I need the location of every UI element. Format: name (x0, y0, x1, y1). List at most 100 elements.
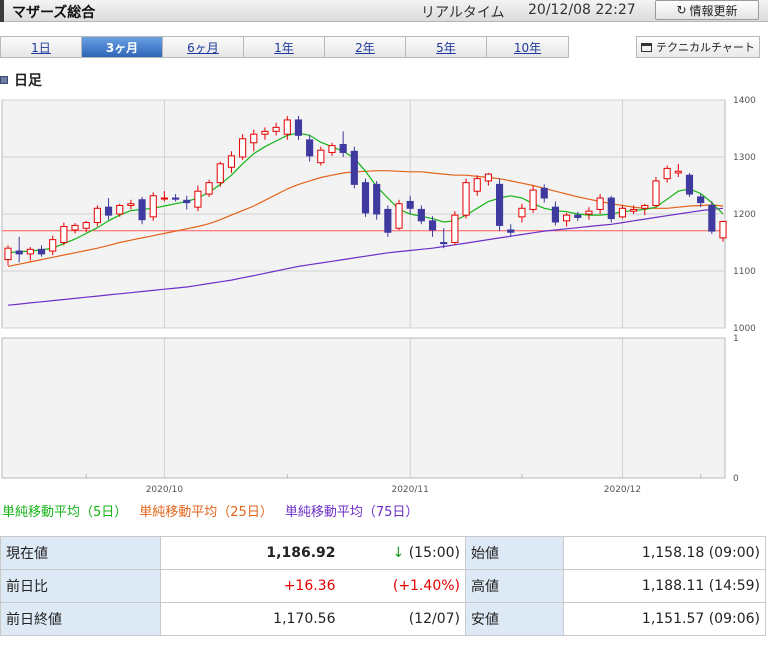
technical-chart-label: テクニカルチャート (656, 41, 755, 54)
candle-body (37, 248, 46, 255)
sub-y-tick-label: 0 (733, 474, 739, 484)
candle-body (518, 207, 526, 218)
timestamp: 20/12/08 22:27 (528, 2, 636, 18)
candle (93, 205, 101, 227)
candle (574, 211, 582, 221)
candle-body (428, 220, 437, 231)
candle (417, 205, 425, 225)
candle-body (641, 204, 649, 209)
section-marker-icon (0, 76, 8, 84)
open-value: 1,158.18 (09:00) (563, 536, 766, 570)
candle (4, 245, 12, 266)
candle (272, 122, 280, 136)
ma75-line (7, 207, 724, 306)
candle-body (618, 207, 627, 218)
realtime-label: リアルタイム (421, 5, 505, 21)
candle (350, 146, 358, 189)
table-row: 前日終値 1,170.56 (12/07) 安値 1,151.57 (09:06… (0, 602, 766, 636)
low-label: 安値 (465, 602, 564, 636)
candle-body (216, 163, 224, 184)
y-tick-label: 1300 (733, 153, 756, 163)
candle (306, 135, 314, 162)
candle-body (283, 119, 291, 135)
tab-3m[interactable]: 3ヶ月 (82, 37, 163, 57)
window-icon (641, 42, 653, 52)
prev-close-date: (12/07) (340, 602, 466, 636)
candle-body (697, 196, 705, 204)
candle-body (607, 197, 615, 220)
tab-6m[interactable]: 6ヶ月 (163, 37, 244, 57)
candle (373, 180, 381, 220)
candle (551, 201, 559, 226)
current-time-cell: ↓ (15:00) (340, 536, 466, 570)
refresh-label: 情報更新 (689, 3, 738, 18)
candle-body (160, 197, 168, 200)
legend-ma75: 単純移動平均（75日） (284, 505, 419, 520)
technical-chart-button[interactable]: テクニカルチャート (636, 36, 760, 58)
table-row: 現在値 1,186.92 ↓ (15:00) 始値 1,158.18 (09:0… (0, 536, 766, 570)
y-tick-label: 1200 (733, 210, 756, 220)
candle-body (116, 204, 124, 215)
candle (406, 195, 414, 214)
candle (138, 196, 146, 225)
change-pct: (+1.40%) (340, 569, 466, 603)
candle (697, 194, 705, 208)
candle (227, 151, 236, 173)
candle-body (104, 206, 113, 216)
change-value: +16.36 (160, 569, 341, 603)
sub-panel (1, 337, 726, 479)
candle (473, 175, 481, 196)
candle (708, 201, 716, 234)
tab-1y[interactable]: 1年 (244, 37, 325, 57)
candle (685, 172, 694, 197)
candle (317, 146, 325, 166)
candle (585, 207, 593, 220)
candle (719, 220, 727, 242)
candlestick-chart: 1000 1100 1200 1300 1400 0 1 2020/10 2020/11 2020… (1, 96, 756, 495)
candle (104, 198, 113, 220)
candle-body (551, 206, 559, 223)
candle-body (708, 204, 716, 232)
candle-body (719, 220, 727, 239)
candle-body (294, 119, 303, 136)
period-tabs: 1日 3ヶ月 6ヶ月 1年 2年 5年 10年 (0, 36, 569, 58)
candle (82, 220, 90, 233)
tab-5y[interactable]: 5年 (406, 37, 487, 57)
candle-body (462, 182, 470, 216)
table-row: 前日比 +16.36 (+1.40%) 高値 1,188.11 (14:59) (0, 569, 766, 603)
high-value: 1,188.11 (14:59) (563, 569, 766, 603)
candle (127, 199, 135, 210)
candle-body (540, 187, 548, 199)
candle (194, 185, 202, 212)
candle (160, 191, 168, 202)
candle-body (317, 149, 325, 164)
x-tick-label: 2020/10 (146, 485, 184, 495)
candle-body (26, 248, 34, 255)
high-label: 高値 (465, 569, 564, 603)
tab-2y[interactable]: 2年 (325, 37, 406, 57)
candle (183, 195, 191, 210)
candle-body (172, 197, 180, 200)
candle (71, 223, 79, 234)
candle-body (473, 178, 481, 192)
chart-legend: 単純移動平均（5日） 単純移動平均（25日） 単純移動平均（75日） (2, 501, 418, 520)
candle-body (227, 155, 236, 168)
tab-1d[interactable]: 1日 (1, 37, 82, 57)
candle (462, 178, 470, 219)
candle-body (630, 208, 638, 212)
candle-body (306, 139, 314, 157)
candle-body (596, 197, 604, 210)
candle-body (183, 199, 191, 204)
refresh-button[interactable]: ↻ 情報更新 (655, 0, 759, 20)
candle-body (82, 222, 90, 229)
candle-body (15, 250, 23, 255)
page-title: マザーズ総合 (0, 0, 95, 22)
candle (540, 184, 548, 203)
candle (495, 178, 504, 232)
legend-ma5: 単純移動平均（5日） (2, 505, 128, 520)
candle (250, 129, 258, 152)
candle (205, 179, 213, 197)
tab-10y[interactable]: 10年 (487, 37, 568, 57)
candle-body (495, 183, 504, 226)
candle (261, 127, 269, 140)
